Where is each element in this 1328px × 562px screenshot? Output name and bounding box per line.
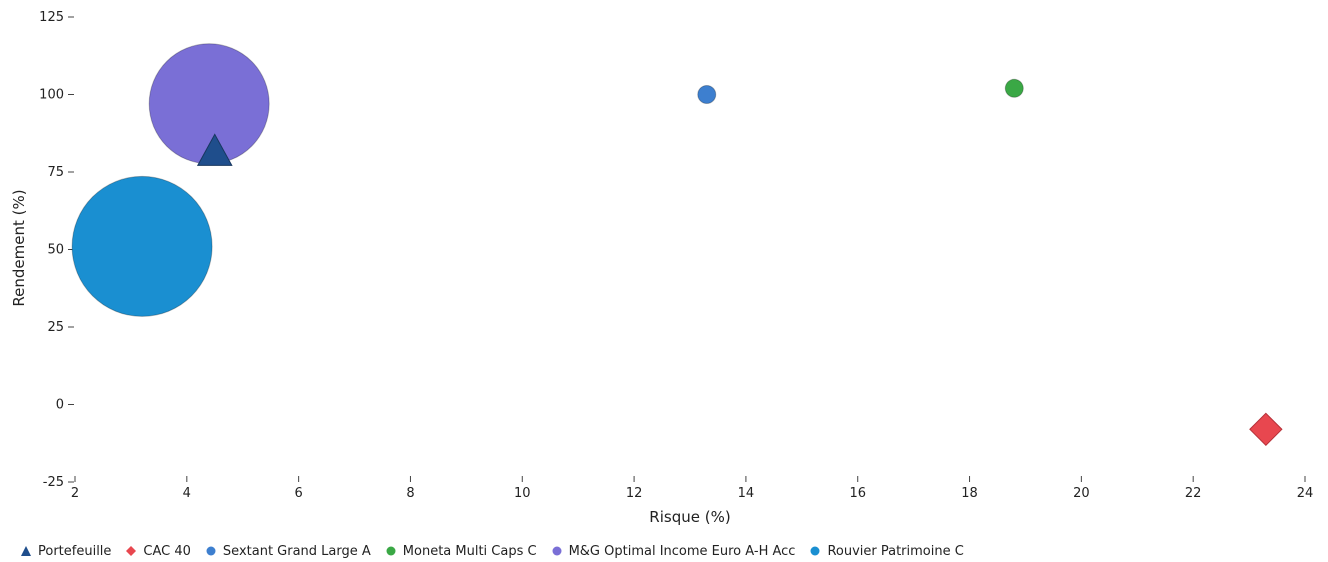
legend-label: Rouvier Patrimoine C bbox=[827, 543, 964, 559]
legend-marker-diamond bbox=[126, 546, 137, 556]
x-tick-label: 24 bbox=[1297, 486, 1314, 501]
legend-item[interactable]: Sextant Grand Large A bbox=[205, 544, 371, 559]
legend-item[interactable]: Moneta Multi Caps C bbox=[385, 544, 537, 559]
legend-marker-circle bbox=[386, 546, 396, 556]
y-tick-label: 125 bbox=[39, 10, 64, 25]
legend-label: Sextant Grand Large A bbox=[222, 543, 371, 559]
y-axis: -25 0 25 50 75 100 125 bbox=[39, 10, 74, 490]
plot-area bbox=[71, 43, 1283, 447]
x-tick-label: 4 bbox=[183, 486, 191, 501]
x-tick-label: 10 bbox=[514, 486, 531, 501]
x-tick-label: 2 bbox=[71, 486, 79, 501]
y-tick-label: -25 bbox=[43, 475, 64, 490]
point-rouvier-patrimoine-c[interactable] bbox=[71, 175, 213, 317]
x-axis-title: Risque (%) bbox=[649, 508, 730, 526]
y-tick-label: 75 bbox=[47, 165, 64, 180]
y-tick-label: 50 bbox=[47, 243, 64, 258]
x-axis: 2 4 6 8 10 12 14 16 18 20 22 24 bbox=[71, 476, 1313, 501]
legend-label: CAC 40 bbox=[143, 543, 191, 559]
point-sextant-grand-large-a[interactable] bbox=[697, 85, 717, 104]
y-tick-label: 0 bbox=[56, 398, 64, 413]
legend-marker-triangle bbox=[21, 546, 31, 556]
legend-marker-circle bbox=[552, 546, 562, 556]
legend-marker-circle bbox=[810, 546, 820, 556]
point-moneta-multi-caps-c[interactable] bbox=[1004, 78, 1024, 98]
x-tick-label: 20 bbox=[1073, 486, 1090, 501]
legend-item[interactable]: M&G Optimal Income Euro A-H Acc bbox=[551, 543, 796, 559]
legend-item[interactable]: Portefeuille bbox=[20, 544, 111, 559]
x-tick-label: 18 bbox=[961, 486, 978, 501]
legend-label: M&G Optimal Income Euro A-H Acc bbox=[568, 543, 796, 559]
x-tick-label: 8 bbox=[406, 486, 414, 501]
x-tick-label: 6 bbox=[294, 486, 302, 501]
legend-marker-circle bbox=[206, 546, 216, 556]
legend-label: Portefeuille bbox=[38, 543, 112, 559]
y-tick-label: 100 bbox=[39, 88, 64, 103]
legend: Portefeuille CAC 40 Sextant Grand Large A M… bbox=[20, 542, 978, 560]
y-axis-title: Rendement (%) bbox=[10, 189, 28, 306]
legend-label: Moneta Multi Caps C bbox=[402, 543, 537, 559]
point-portefeuille[interactable] bbox=[196, 133, 233, 166]
point-cac-40[interactable] bbox=[1249, 412, 1283, 447]
x-tick-label: 12 bbox=[626, 486, 643, 501]
legend-item[interactable]: Rouvier Patrimoine C bbox=[809, 543, 964, 559]
x-tick-label: 16 bbox=[849, 486, 866, 501]
x-tick-label: 14 bbox=[738, 486, 755, 501]
legend-item[interactable]: CAC 40 bbox=[125, 544, 191, 559]
y-tick-label: 25 bbox=[47, 320, 64, 335]
x-tick-label: 22 bbox=[1185, 486, 1202, 501]
